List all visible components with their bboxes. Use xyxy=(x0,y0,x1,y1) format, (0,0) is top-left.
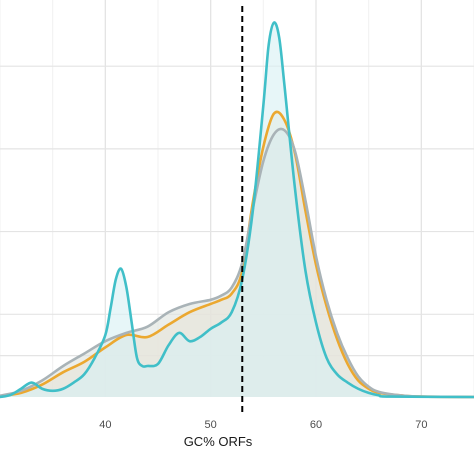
x-tick-label: 70 xyxy=(415,419,427,431)
x-axis-label: GC% ORFs xyxy=(184,434,253,449)
x-tick-label: 50 xyxy=(205,419,217,431)
density-line-3 xyxy=(0,21,474,399)
density-areas xyxy=(0,22,474,398)
x-tick-label: 60 xyxy=(310,419,322,431)
density-area-3 xyxy=(0,22,474,398)
x-tick-label: 40 xyxy=(99,419,111,431)
x-axis-tick-labels: 40 50 60 70 xyxy=(99,419,427,431)
density-lines xyxy=(0,21,474,399)
